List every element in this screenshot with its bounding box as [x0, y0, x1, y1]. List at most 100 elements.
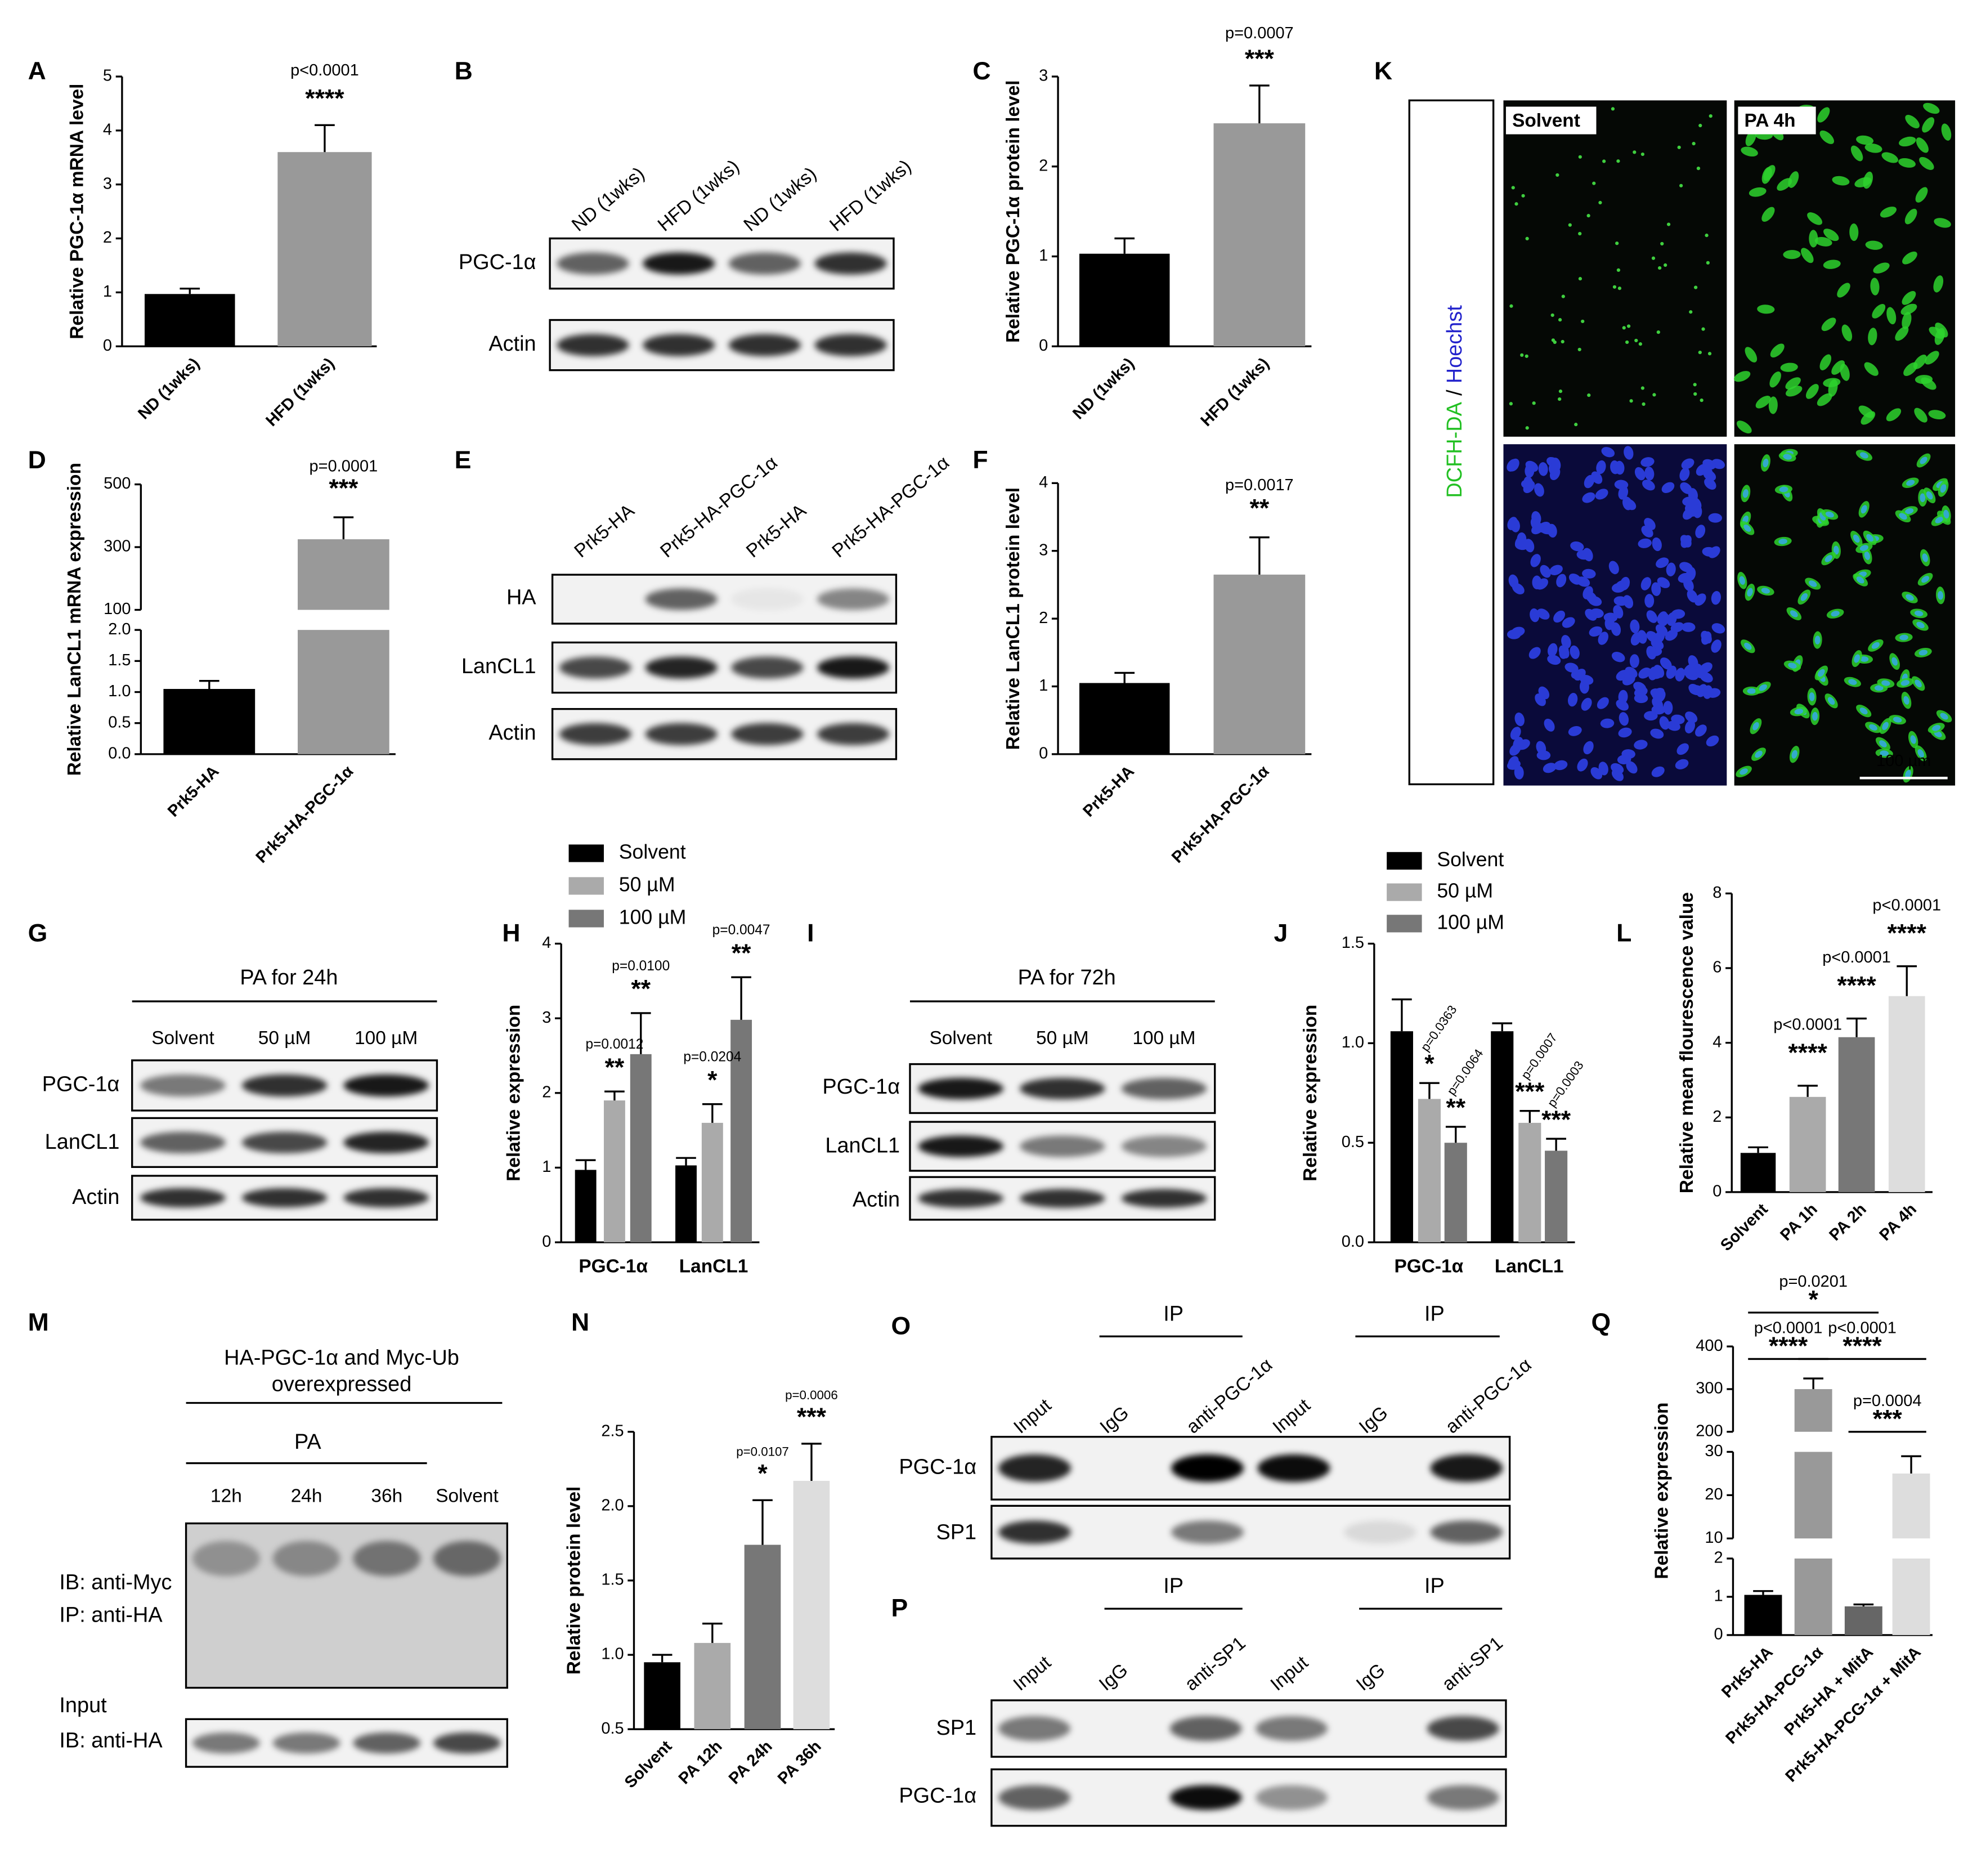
nucleus [1652, 688, 1665, 699]
nucleus [1517, 532, 1527, 547]
cell [1900, 303, 1917, 315]
cell [1558, 318, 1562, 322]
y-tick-label: 4 [103, 121, 112, 139]
band [643, 334, 715, 356]
cell [1574, 423, 1578, 427]
cell [1696, 166, 1701, 171]
cell [1801, 248, 1814, 263]
nucleus [1549, 565, 1563, 576]
cell [1587, 393, 1591, 397]
nucleus [1903, 696, 1909, 705]
nucleus [1783, 454, 1792, 460]
blot-subheader: PA [294, 1430, 321, 1454]
cell [1770, 343, 1785, 358]
y-tick-label: 0.5 [1342, 1133, 1364, 1151]
cell [1872, 304, 1886, 319]
nucleus [1881, 680, 1890, 686]
cell [1679, 183, 1683, 187]
nucleus [1711, 639, 1722, 653]
nucleus [1700, 671, 1713, 683]
nucleus [1638, 538, 1652, 548]
nucleus [1525, 460, 1539, 472]
cell [1617, 286, 1622, 290]
nucleus [1711, 590, 1721, 605]
band [1427, 1785, 1499, 1810]
significance: ** [631, 975, 651, 1003]
significance: **** [1788, 1039, 1827, 1067]
nucleus [1640, 457, 1655, 467]
significance: * [1808, 1286, 1818, 1314]
cell [1768, 396, 1778, 414]
legend-swatch [1387, 915, 1422, 933]
legend-label: 50 µM [619, 873, 675, 896]
cell [1733, 371, 1751, 382]
ip-label: IP [1424, 1302, 1445, 1326]
nucleus [1637, 630, 1647, 644]
y-tick-label: 2 [1714, 1549, 1723, 1567]
band [814, 252, 887, 275]
lane-label: 12h [210, 1486, 242, 1507]
lane-label: 100 µM [1132, 1028, 1195, 1049]
nucleus [1742, 489, 1749, 498]
nucleus [1548, 643, 1558, 657]
y-tick-label: 1 [542, 1158, 551, 1176]
nucleus [1685, 711, 1698, 723]
cell [1831, 360, 1845, 375]
bar [1444, 1143, 1467, 1243]
cell [1706, 261, 1710, 265]
legend-swatch [1387, 852, 1422, 870]
band [1169, 1785, 1242, 1810]
bar [298, 539, 389, 754]
panel-letter: D [28, 446, 46, 474]
cell [1819, 130, 1835, 144]
legend-swatch [568, 910, 604, 928]
cell [1761, 167, 1772, 184]
significance: *** [1515, 1078, 1545, 1105]
nucleus [1752, 722, 1759, 731]
y-axis-label: Relative PGC-1α protein level [1003, 80, 1024, 343]
cell [1899, 136, 1916, 147]
panel-letter: A [28, 57, 46, 85]
y-tick-label: 30 [1705, 1442, 1723, 1460]
cell [1821, 317, 1836, 332]
panel-letter: C [972, 57, 990, 85]
nucleus [1824, 555, 1832, 562]
y-axis-label: Relative expression [1300, 1005, 1321, 1181]
row-label: PGC-1α [822, 1075, 900, 1099]
band [272, 1732, 340, 1754]
cell [1626, 324, 1631, 328]
ip-label: IP [1424, 1574, 1445, 1598]
nucleus [1524, 539, 1535, 553]
nucleus [1861, 505, 1867, 514]
nucleus [1853, 534, 1860, 543]
p-value: p=0.0001 [310, 458, 378, 476]
band [1121, 1189, 1207, 1208]
nucleus [1788, 662, 1797, 669]
nucleus [1859, 545, 1868, 551]
cell [1642, 402, 1646, 406]
y-tick-label: 2.5 [601, 1422, 624, 1440]
cell [1914, 408, 1927, 423]
nucleus [1644, 467, 1655, 481]
nucleus [1582, 568, 1596, 579]
nucleus [1689, 685, 1703, 695]
band [559, 656, 632, 679]
y-tick-label: 2 [1039, 609, 1048, 627]
band [1019, 1077, 1105, 1100]
nucleus [1747, 588, 1753, 597]
nucleus [1583, 741, 1594, 755]
nucleus [1622, 674, 1635, 686]
nucleus [1597, 697, 1609, 709]
cell [1592, 181, 1596, 185]
nucleus [1935, 517, 1943, 523]
cell [1625, 340, 1629, 344]
y-tick-label: 2 [542, 1083, 551, 1101]
nucleus [1905, 508, 1914, 514]
band [998, 1785, 1071, 1810]
cell [1933, 275, 1944, 293]
cell [1850, 145, 1863, 162]
cell [1780, 362, 1798, 372]
y-tick-label: 0 [1714, 1626, 1723, 1644]
band [353, 1732, 421, 1754]
band [1427, 1716, 1499, 1741]
